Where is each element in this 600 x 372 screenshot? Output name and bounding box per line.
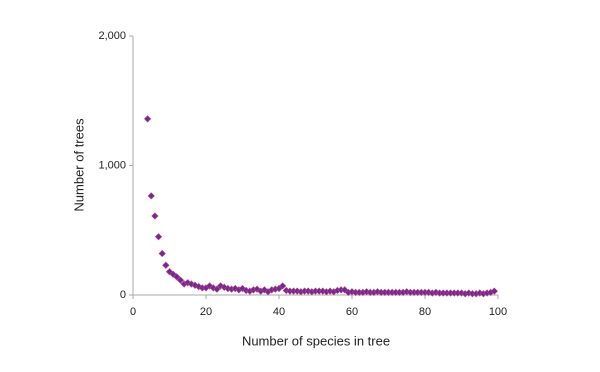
x-axis-label: Number of species in tree: [242, 333, 390, 348]
x-tick-label: 40: [273, 306, 285, 318]
data-point: [176, 276, 185, 284]
data-point: [165, 268, 174, 276]
x-tick-label: 0: [130, 306, 136, 318]
y-tick-label: 0: [120, 289, 126, 301]
data-point: [158, 249, 166, 258]
x-tick-label: 100: [489, 306, 507, 318]
y-tick-label: 2,000: [98, 30, 126, 42]
x-tick-label: 60: [346, 306, 358, 318]
data-point: [143, 115, 152, 123]
x-tick-label: 80: [419, 306, 431, 318]
data-point: [279, 282, 287, 290]
data-point: [490, 287, 498, 295]
data-point: [147, 192, 155, 200]
data-point: [162, 261, 170, 269]
y-tick-label: 1,000: [98, 159, 126, 171]
data-point: [238, 284, 247, 293]
y-axis-label: Number of trees: [71, 118, 86, 212]
data-point: [213, 285, 221, 293]
x-tick-label: 20: [200, 306, 212, 318]
data-point: [173, 273, 181, 281]
data-point: [151, 212, 159, 220]
data-point: [154, 233, 163, 241]
